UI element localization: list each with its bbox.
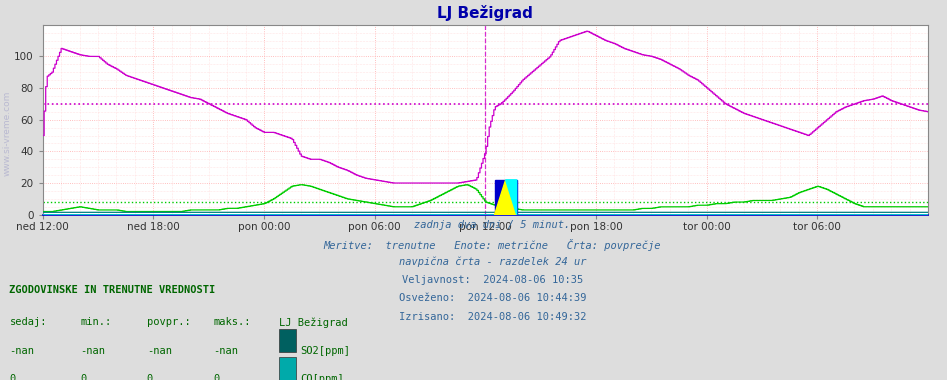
Text: maks.:: maks.:: [213, 317, 251, 327]
Text: zadnja dva dni / 5 minut.: zadnja dva dni / 5 minut.: [415, 220, 570, 230]
Text: -nan: -nan: [147, 346, 171, 356]
Text: 0: 0: [213, 374, 220, 380]
Text: Veljavnost:  2024-08-06 10:35: Veljavnost: 2024-08-06 10:35: [402, 275, 583, 285]
Polygon shape: [494, 180, 517, 215]
Text: -nan: -nan: [80, 346, 105, 356]
Text: -nan: -nan: [9, 346, 34, 356]
Text: SO2[ppm]: SO2[ppm]: [300, 346, 350, 356]
Text: 0: 0: [147, 374, 153, 380]
Polygon shape: [506, 180, 517, 215]
Text: ZGODOVINSKE IN TRENUTNE VREDNOSTI: ZGODOVINSKE IN TRENUTNE VREDNOSTI: [9, 285, 216, 295]
Text: 0: 0: [80, 374, 87, 380]
Text: Osveženo:  2024-08-06 10:44:39: Osveženo: 2024-08-06 10:44:39: [399, 293, 586, 303]
Text: www.si-vreme.com: www.si-vreme.com: [3, 90, 12, 176]
Text: min.:: min.:: [80, 317, 112, 327]
Text: navpična črta - razdelek 24 ur: navpična črta - razdelek 24 ur: [399, 257, 586, 268]
Text: LJ Bežigrad: LJ Bežigrad: [279, 317, 348, 328]
Title: LJ Bežigrad: LJ Bežigrad: [438, 5, 533, 21]
Bar: [494, 180, 517, 215]
Text: Izrisano:  2024-08-06 10:49:32: Izrisano: 2024-08-06 10:49:32: [399, 312, 586, 321]
Text: CO[ppm]: CO[ppm]: [300, 374, 344, 380]
Text: -nan: -nan: [213, 346, 238, 356]
Text: povpr.:: povpr.:: [147, 317, 190, 327]
Text: 0: 0: [9, 374, 16, 380]
Text: sedaj:: sedaj:: [9, 317, 47, 327]
Text: Meritve:  trenutne   Enote: metrične   Črta: povprečje: Meritve: trenutne Enote: metrične Črta: …: [324, 239, 661, 251]
